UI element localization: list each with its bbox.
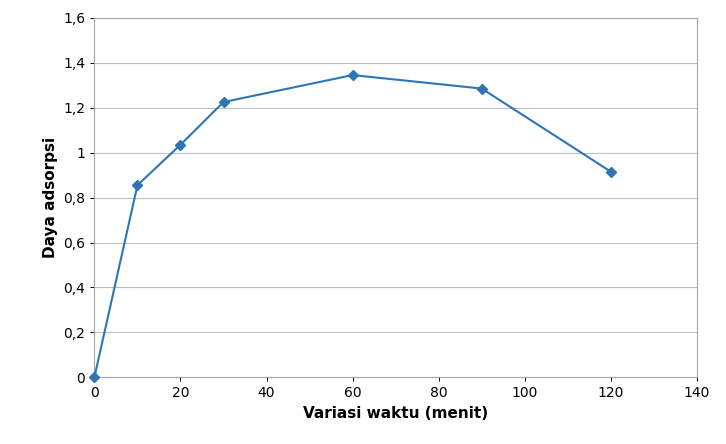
X-axis label: Variasi waktu (menit): Variasi waktu (menit) [303,406,488,421]
Y-axis label: Daya adsorpsi: Daya adsorpsi [43,137,57,258]
